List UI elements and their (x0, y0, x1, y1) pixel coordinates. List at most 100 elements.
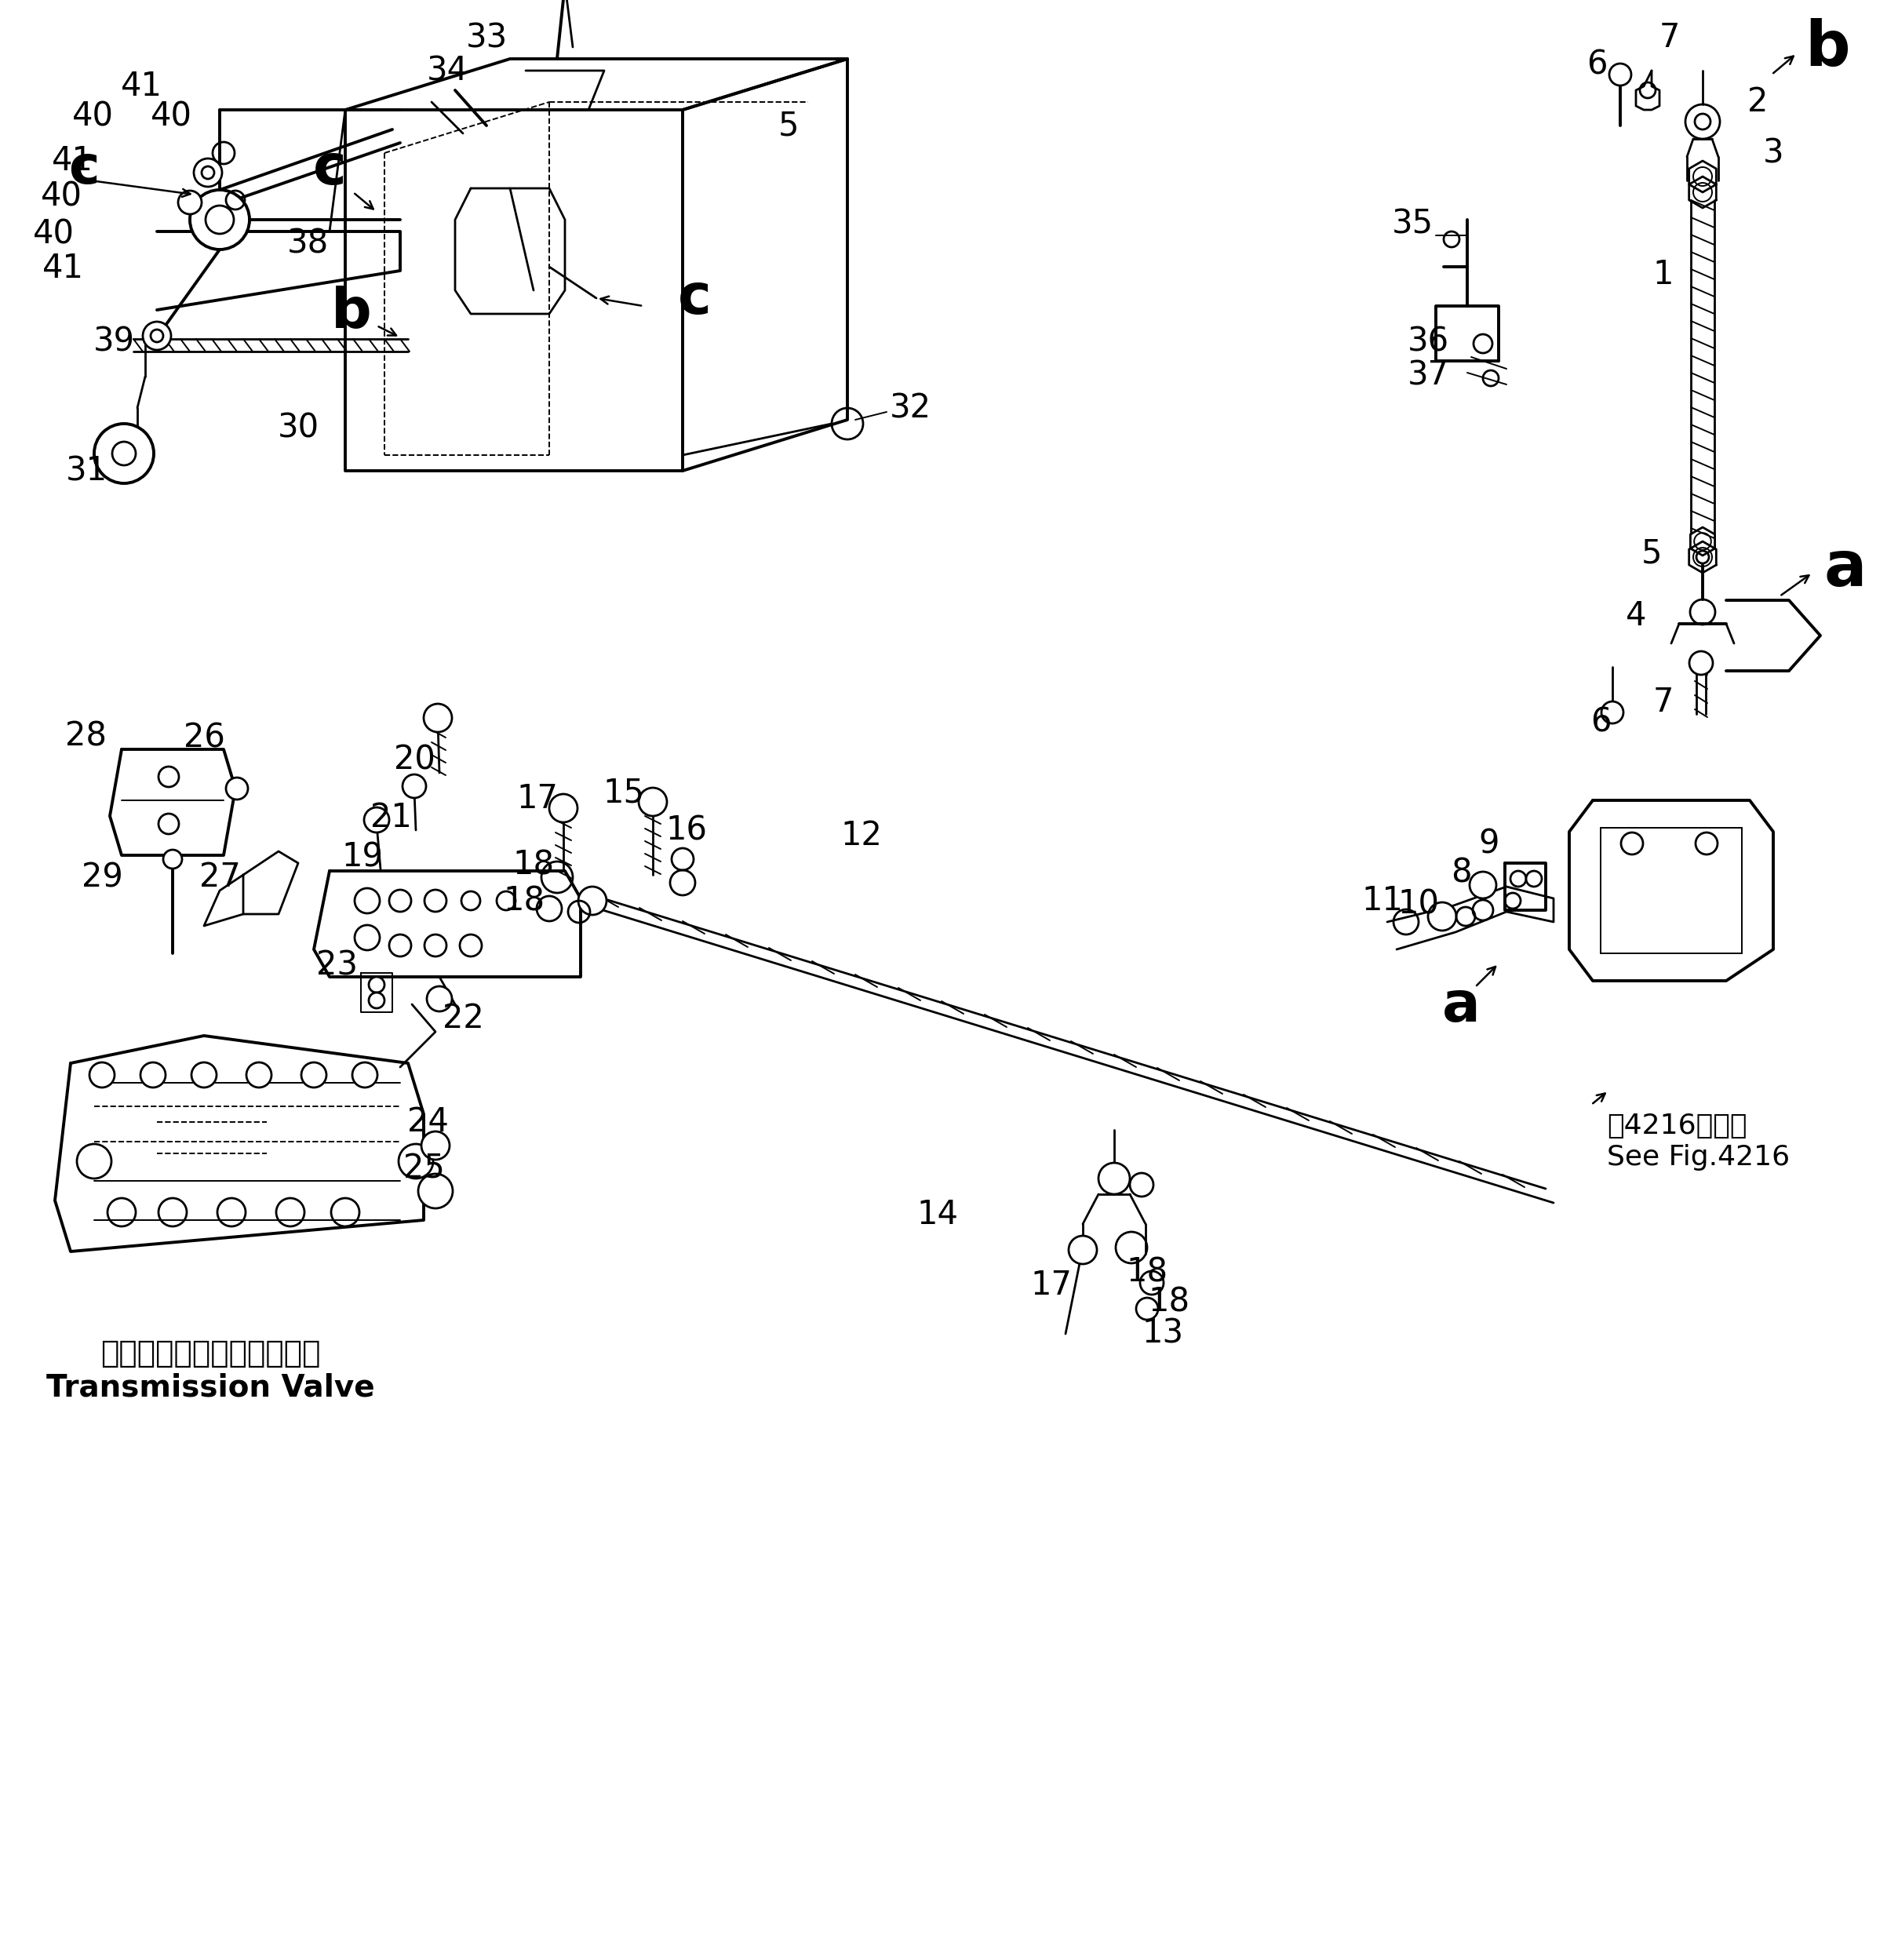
Circle shape (1427, 902, 1456, 931)
Text: a: a (1824, 539, 1868, 600)
Circle shape (1610, 63, 1630, 86)
Text: 36: 36 (1406, 325, 1448, 359)
Text: c: c (68, 143, 99, 194)
Text: 33: 33 (465, 22, 507, 55)
Text: 7: 7 (1659, 22, 1680, 55)
Circle shape (1469, 872, 1496, 898)
Text: 23: 23 (317, 949, 359, 982)
Text: 笥4216図参照: 笥4216図参照 (1608, 1113, 1746, 1139)
Circle shape (640, 788, 666, 815)
Circle shape (402, 774, 425, 798)
Circle shape (226, 778, 249, 800)
Text: 26: 26 (184, 721, 224, 755)
Circle shape (190, 190, 249, 249)
Circle shape (302, 1062, 326, 1088)
Text: 35: 35 (1391, 208, 1433, 239)
Circle shape (1602, 702, 1623, 723)
Text: 32: 32 (890, 392, 930, 425)
Circle shape (1689, 651, 1712, 674)
Text: 8: 8 (1450, 857, 1471, 890)
Circle shape (368, 976, 385, 992)
Text: 39: 39 (93, 325, 135, 359)
Circle shape (579, 886, 607, 915)
Text: 27: 27 (199, 860, 241, 894)
Circle shape (353, 1062, 378, 1088)
Text: 18: 18 (512, 849, 554, 882)
Text: 6: 6 (1587, 47, 1608, 80)
Circle shape (95, 423, 154, 484)
Text: 18: 18 (1126, 1256, 1167, 1290)
Circle shape (368, 992, 385, 1007)
Text: 40: 40 (72, 100, 114, 133)
Circle shape (1473, 335, 1492, 353)
Text: 40: 40 (32, 218, 74, 251)
Text: 10: 10 (1397, 888, 1439, 921)
Circle shape (418, 1174, 454, 1207)
Text: 30: 30 (277, 412, 319, 445)
Circle shape (142, 321, 171, 351)
Circle shape (140, 1062, 165, 1088)
Text: 40: 40 (40, 180, 82, 212)
Circle shape (364, 808, 389, 833)
Text: 13: 13 (1143, 1317, 1184, 1350)
Circle shape (89, 1062, 114, 1088)
Circle shape (355, 925, 380, 951)
Circle shape (194, 159, 222, 186)
Text: 41: 41 (42, 253, 84, 284)
Text: 28: 28 (66, 719, 106, 753)
Text: 3: 3 (1763, 137, 1784, 169)
Circle shape (399, 1145, 433, 1178)
Circle shape (1526, 870, 1541, 886)
Text: 5: 5 (1642, 537, 1663, 570)
Circle shape (427, 986, 452, 1011)
Circle shape (459, 935, 482, 956)
Text: 12: 12 (841, 819, 883, 853)
Text: 6: 6 (1591, 706, 1611, 739)
Circle shape (163, 851, 182, 868)
Text: 11: 11 (1361, 884, 1403, 917)
Text: 15: 15 (604, 776, 645, 809)
Circle shape (178, 190, 201, 214)
Text: 17: 17 (516, 782, 558, 815)
Text: 34: 34 (427, 55, 469, 86)
Text: 31: 31 (65, 455, 106, 488)
Circle shape (1511, 870, 1526, 886)
Text: 24: 24 (406, 1105, 448, 1139)
Text: 7: 7 (1653, 686, 1674, 719)
Text: 17: 17 (1031, 1268, 1072, 1301)
Text: b: b (332, 286, 372, 339)
Text: 14: 14 (917, 1198, 958, 1231)
Text: 5: 5 (778, 110, 799, 141)
Circle shape (421, 1131, 450, 1160)
Text: 18: 18 (1148, 1286, 1190, 1319)
Text: c: c (678, 270, 712, 325)
Text: c: c (313, 141, 345, 196)
Text: 4: 4 (1625, 600, 1646, 633)
Text: 16: 16 (666, 813, 708, 847)
Circle shape (247, 1062, 271, 1088)
Text: See Fig.4216: See Fig.4216 (1608, 1145, 1790, 1170)
Text: 29: 29 (82, 860, 123, 894)
Text: 19: 19 (342, 841, 383, 874)
Circle shape (355, 888, 380, 913)
Text: b: b (1805, 18, 1851, 78)
Circle shape (461, 892, 480, 909)
Text: 20: 20 (393, 743, 435, 776)
Text: 21: 21 (370, 802, 412, 835)
Text: 40: 40 (150, 100, 192, 133)
Circle shape (1099, 1162, 1129, 1194)
Circle shape (423, 704, 452, 731)
Circle shape (192, 1062, 216, 1088)
Text: 41: 41 (51, 145, 93, 176)
Circle shape (78, 1145, 112, 1178)
Text: 18: 18 (503, 884, 545, 917)
Text: 41: 41 (120, 71, 161, 102)
Text: トランスミッションバルブ: トランスミッションバルブ (101, 1339, 321, 1368)
Text: 22: 22 (442, 1002, 484, 1035)
Text: 2: 2 (1748, 86, 1767, 118)
Circle shape (1069, 1237, 1097, 1264)
Text: 9: 9 (1479, 827, 1499, 860)
Text: 37: 37 (1406, 359, 1448, 392)
Circle shape (549, 794, 577, 823)
Text: Transmission Valve: Transmission Valve (46, 1372, 374, 1401)
